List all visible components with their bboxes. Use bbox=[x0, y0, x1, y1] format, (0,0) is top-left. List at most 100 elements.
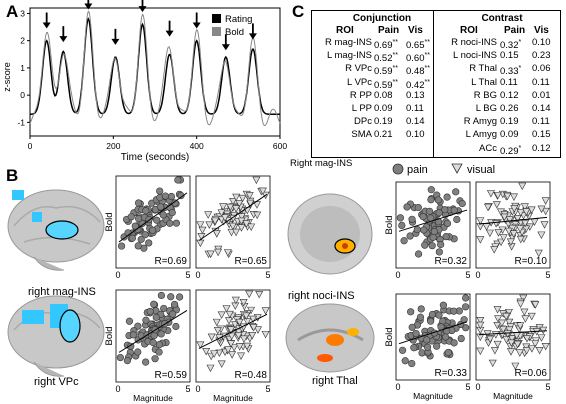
contr-row-pain-value: 0.33* bbox=[500, 65, 522, 78]
conj-row-roi: L mag-INS bbox=[326, 50, 372, 62]
conj-row-pain-value: 0.19 bbox=[374, 116, 393, 128]
scatter-point-pain bbox=[167, 293, 175, 301]
conj-row-pain-significance: ** bbox=[392, 65, 398, 73]
scatter-point-visual bbox=[499, 325, 508, 334]
scatter-point-pain bbox=[427, 196, 435, 204]
scatter-point-visual bbox=[490, 347, 499, 355]
correlation-label: R=0.65 bbox=[234, 256, 267, 267]
contr-row-vis-value: 0.11 bbox=[532, 116, 550, 128]
scatter-point-visual bbox=[237, 213, 246, 221]
scatter-point-visual bbox=[520, 203, 529, 211]
correlation-label: R=0.32 bbox=[434, 256, 467, 267]
timeseries-frame bbox=[29, 7, 281, 137]
scatter-right-VPc-visual: R=0.48 0 5 Magnitude bbox=[195, 289, 271, 403]
scatter-xtick-label: 5 bbox=[185, 384, 190, 394]
scatter-point-visual bbox=[476, 217, 485, 225]
contr-row-vis-value: 0.01 bbox=[532, 89, 551, 101]
scatter-point-pain bbox=[137, 235, 145, 243]
scatter-point-visual bbox=[493, 191, 502, 200]
scatter-point-pain bbox=[437, 240, 445, 249]
scatter-point-pain bbox=[403, 203, 411, 211]
scatter-xtick-label: 0 bbox=[395, 270, 400, 280]
ts-ytick-label: 1 bbox=[20, 63, 25, 73]
scatter-point-visual bbox=[249, 324, 258, 332]
scatter-point-visual bbox=[221, 214, 230, 222]
scatter-xtick-label: 5 bbox=[265, 384, 270, 394]
region-label-vpc: right VPc bbox=[34, 376, 79, 388]
scatter-point-visual bbox=[231, 296, 240, 305]
conj-row-vis-value: 0.14 bbox=[406, 116, 425, 128]
scatter-point-visual bbox=[527, 206, 536, 214]
scatter-point-visual bbox=[485, 229, 494, 238]
scatter-point-visual bbox=[214, 248, 223, 257]
scatter-point-visual bbox=[537, 205, 546, 214]
contr-row-roi: R noci-INS bbox=[451, 37, 497, 48]
scatter-point-visual bbox=[541, 197, 550, 205]
scatter-point-visual bbox=[493, 306, 502, 314]
scatter-point-visual bbox=[226, 203, 235, 212]
scatter-point-visual bbox=[243, 318, 252, 326]
scatter-point-visual bbox=[217, 311, 226, 319]
scatter-point-pain bbox=[169, 310, 177, 318]
scatter-point-pain bbox=[439, 301, 448, 309]
scatter-point-pain bbox=[168, 208, 176, 217]
scatter-point-visual bbox=[205, 221, 214, 229]
scatter-point-pain bbox=[129, 331, 138, 339]
scatter-point-visual bbox=[505, 216, 514, 224]
contr-row-roi: L Amyg bbox=[465, 129, 497, 141]
scatter-xtick-label: 0 bbox=[115, 270, 120, 280]
scatter-point-visual bbox=[527, 345, 536, 353]
scatter-point-visual bbox=[505, 318, 514, 327]
scatter-right-noci-INS-visual: R=0.10 0 5 bbox=[475, 181, 551, 280]
scatter-xtick-label: 5 bbox=[545, 270, 550, 280]
scatter-point-visual bbox=[537, 231, 546, 240]
scatter-point-visual bbox=[206, 364, 215, 373]
scatter-right-noci-INS-pain: R=0.32 0 5 Bold bbox=[384, 181, 471, 280]
scatter-point-pain bbox=[151, 355, 159, 363]
scatter-point-pain bbox=[128, 234, 136, 242]
scatter-xtick-label: 5 bbox=[545, 382, 550, 392]
ts-arrow-head bbox=[59, 36, 68, 43]
scatter-point-pain bbox=[134, 322, 142, 330]
scatter-point-visual bbox=[516, 300, 525, 308]
ts-ylabel: z-score bbox=[2, 62, 12, 92]
scatter-point-visual bbox=[515, 349, 524, 357]
scatter-point-pain bbox=[427, 186, 435, 194]
scatter-point-visual bbox=[252, 176, 261, 185]
scatter-point-pain bbox=[433, 342, 441, 350]
conj-row-pain-significance: ** bbox=[392, 78, 398, 86]
scatter-point-visual bbox=[207, 333, 216, 342]
scatter-point-visual bbox=[196, 221, 205, 229]
scatter-point-pain bbox=[127, 213, 135, 221]
contr-row-roi: R BG bbox=[473, 89, 497, 101]
scatter-point-visual bbox=[509, 193, 518, 201]
scatter-point-pain bbox=[410, 344, 418, 352]
scatter-frame bbox=[195, 289, 271, 383]
scatter-point-visual bbox=[253, 326, 262, 334]
scatter-point-visual bbox=[235, 200, 244, 208]
scatter-point-visual bbox=[506, 348, 515, 356]
scatter-point-pain bbox=[408, 215, 416, 223]
scatter-point-visual bbox=[476, 317, 485, 325]
scatter-point-pain bbox=[408, 323, 416, 331]
scatter-point-pain bbox=[152, 313, 160, 321]
correlation-label: R=0.59 bbox=[154, 370, 187, 381]
region-label-thal: right Thal bbox=[312, 375, 358, 387]
contr-header-pain: Pain bbox=[504, 25, 526, 36]
ts-xtick-label: 0 bbox=[28, 141, 33, 151]
scatter-xlabel: Magnitude bbox=[133, 393, 173, 403]
scatter-point-visual bbox=[242, 220, 251, 228]
contr-row-pain-significance: * bbox=[518, 65, 522, 73]
contr-header-roi: ROI bbox=[460, 25, 478, 36]
scatter-point-pain bbox=[441, 206, 449, 214]
scatter-point-visual bbox=[217, 360, 226, 368]
conj-row-vis-significance: ** bbox=[424, 52, 430, 60]
ts-arrow-head bbox=[165, 30, 174, 37]
conj-header-vis: Vis bbox=[408, 25, 423, 36]
scatter-point-visual bbox=[225, 317, 234, 325]
scatter-point-pain bbox=[419, 212, 427, 221]
contr-row-pain-significance: * bbox=[518, 39, 522, 46]
legend-rating-label: Rating bbox=[225, 14, 252, 25]
scatter-point-visual bbox=[476, 333, 485, 342]
scatter-point-visual bbox=[516, 322, 525, 330]
